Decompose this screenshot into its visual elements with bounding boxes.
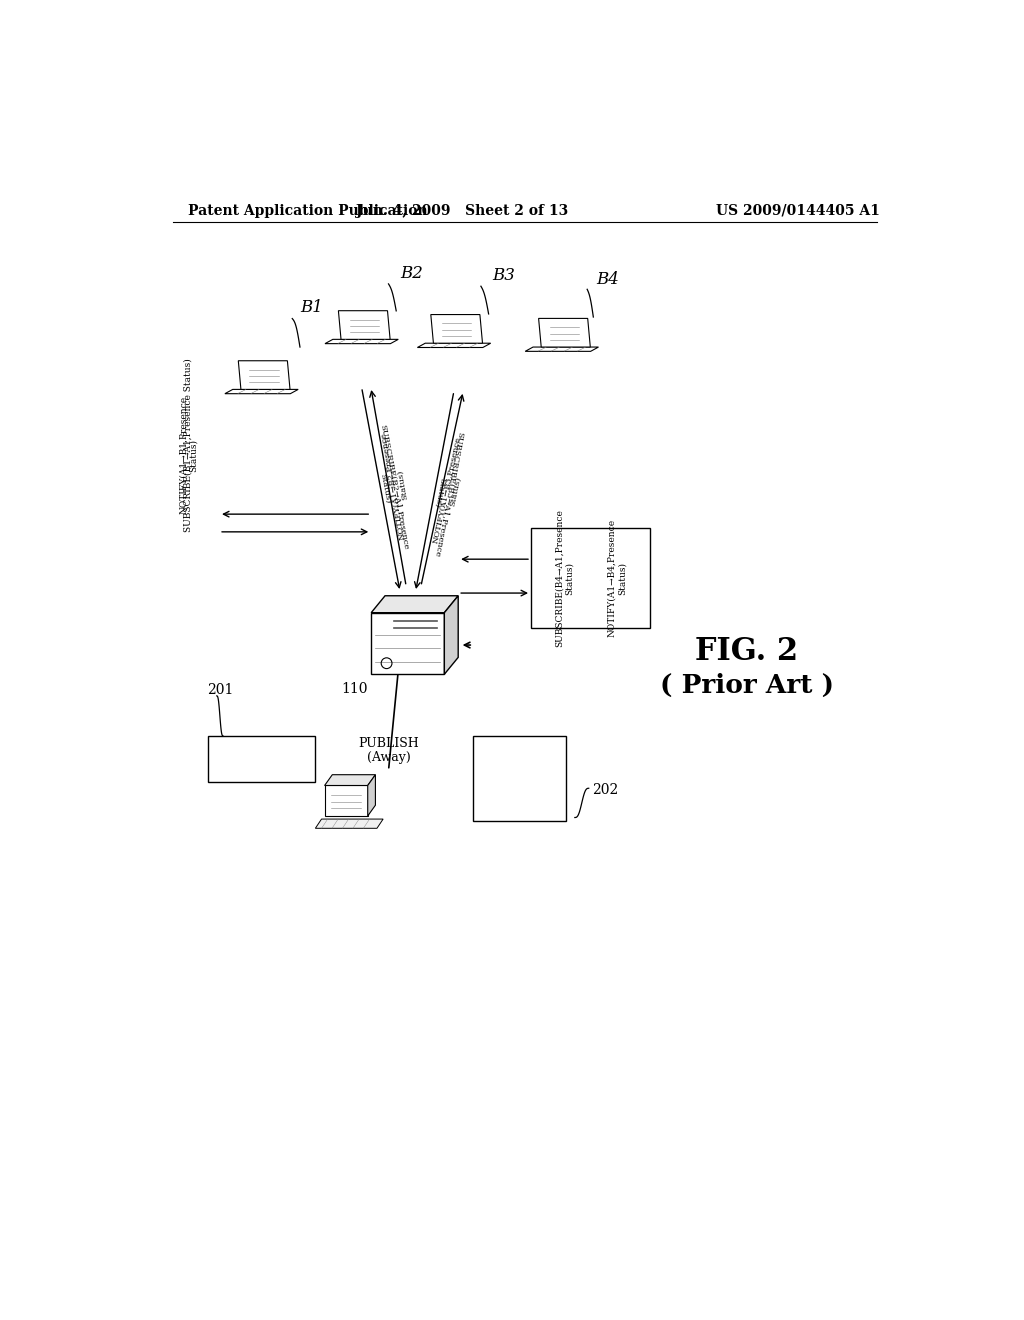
Text: B4→A1: B4→A1 <box>501 800 538 809</box>
Text: US 2009/0144405 A1: US 2009/0144405 A1 <box>716 203 880 218</box>
Polygon shape <box>539 318 590 347</box>
Text: B2→A1: B2→A1 <box>501 771 538 780</box>
Polygon shape <box>315 818 383 829</box>
FancyBboxPatch shape <box>371 612 444 675</box>
Text: 110: 110 <box>341 682 368 696</box>
Polygon shape <box>338 310 390 339</box>
Text: Jun. 4, 2009   Sheet 2 of 13: Jun. 4, 2009 Sheet 2 of 13 <box>355 203 567 218</box>
FancyBboxPatch shape <box>531 528 650 628</box>
Text: Away: Away <box>248 764 275 774</box>
Text: B3→A1: B3→A1 <box>501 785 538 795</box>
Text: ( Prior Art ): ( Prior Art ) <box>659 673 834 698</box>
Polygon shape <box>239 360 290 389</box>
Polygon shape <box>225 389 298 393</box>
Text: B4: B4 <box>596 271 620 288</box>
Text: (Away): (Away) <box>367 751 411 764</box>
Text: SUBSCRIBE(B2→A1,Presence
Status): SUBSCRIBE(B2→A1,Presence Status) <box>370 424 410 552</box>
Text: NOTIFY(A1→B1,Presence
Status): NOTIFY(A1→B1,Presence Status) <box>178 396 198 515</box>
Text: 202: 202 <box>593 783 618 797</box>
Text: NOTIFY(A1→B3,Presence
Status): NOTIFY(A1→B3,Presence Status) <box>431 436 471 545</box>
Text: PUBLISH: PUBLISH <box>358 737 419 750</box>
Polygon shape <box>368 775 376 816</box>
Polygon shape <box>525 347 598 351</box>
Text: Patent Application Publication: Patent Application Publication <box>188 203 428 218</box>
Text: 201: 201 <box>208 682 233 697</box>
Text: SUBSCRIBE(B4→A1,Presence
Status): SUBSCRIBE(B4→A1,Presence Status) <box>555 510 574 647</box>
Text: SUBSCRIBE(B3→A1,Presence
Status): SUBSCRIBE(B3→A1,Presence Status) <box>423 429 464 557</box>
Text: NOTIFY(A1→B4,Presence
Status): NOTIFY(A1→B4,Presence Status) <box>607 519 627 638</box>
Text: B2: B2 <box>400 265 423 281</box>
Text: B3: B3 <box>493 267 515 284</box>
Polygon shape <box>418 343 490 347</box>
Polygon shape <box>431 314 482 343</box>
Text: B1: B1 <box>300 300 323 317</box>
Text: SUBSCRIBE(B1→A1,Presence Status): SUBSCRIBE(B1→A1,Presence Status) <box>184 358 193 532</box>
Text: Subscriptions: Subscriptions <box>483 742 556 751</box>
FancyBboxPatch shape <box>208 737 315 781</box>
Text: B1→A1: B1→A1 <box>501 756 538 766</box>
Text: FIG. 2: FIG. 2 <box>695 636 798 667</box>
Polygon shape <box>325 775 376 785</box>
Polygon shape <box>371 595 458 612</box>
FancyBboxPatch shape <box>325 785 368 816</box>
Polygon shape <box>325 339 398 343</box>
FancyBboxPatch shape <box>473 737 565 821</box>
Text: A1 Presence Status:: A1 Presence Status: <box>209 747 314 756</box>
Text: NOTIFY(A1→B2,Presence
Status): NOTIFY(A1→B2,Presence Status) <box>380 430 416 540</box>
Polygon shape <box>444 595 458 675</box>
